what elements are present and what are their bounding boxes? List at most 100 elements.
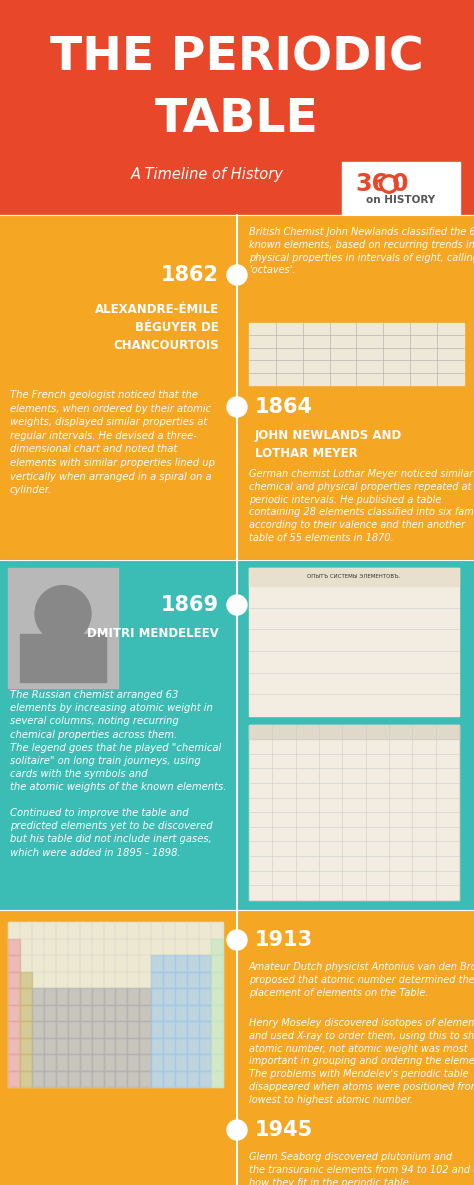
Bar xyxy=(56,988,68,1005)
Bar xyxy=(80,1038,91,1053)
Bar xyxy=(175,972,187,988)
Bar xyxy=(116,1053,128,1070)
Bar xyxy=(151,1038,163,1053)
Bar xyxy=(211,1005,223,1021)
Bar xyxy=(44,1070,56,1087)
Bar xyxy=(0,561,474,910)
Bar xyxy=(44,1038,56,1053)
Bar xyxy=(187,988,199,1005)
Bar xyxy=(56,1070,68,1087)
Bar xyxy=(151,1005,163,1021)
Bar xyxy=(163,1038,175,1053)
Bar xyxy=(80,1053,91,1070)
Bar xyxy=(8,922,223,1087)
Bar xyxy=(8,972,20,988)
Bar xyxy=(44,988,56,1005)
Bar xyxy=(163,1053,175,1070)
Bar xyxy=(139,1053,151,1070)
Bar xyxy=(8,1053,20,1070)
Bar xyxy=(0,0,474,214)
Bar xyxy=(32,1053,44,1070)
Bar xyxy=(199,1038,211,1053)
Text: 1945: 1945 xyxy=(255,1120,313,1140)
Bar xyxy=(139,1038,151,1053)
Bar xyxy=(8,1021,20,1038)
Bar xyxy=(187,1038,199,1053)
Bar xyxy=(44,1021,56,1038)
Circle shape xyxy=(227,1120,247,1140)
Bar xyxy=(175,988,187,1005)
Bar xyxy=(91,1038,103,1053)
Bar xyxy=(116,1021,128,1038)
Text: The French geologist noticed that the
elements, when ordered by their atomic
wei: The French geologist noticed that the el… xyxy=(10,390,215,495)
Bar xyxy=(20,972,32,988)
Circle shape xyxy=(227,265,247,286)
Circle shape xyxy=(227,397,247,417)
Bar xyxy=(103,1021,116,1038)
Bar xyxy=(116,1070,128,1087)
Bar xyxy=(20,1070,32,1087)
Bar xyxy=(211,955,223,972)
Bar xyxy=(151,1070,163,1087)
Bar xyxy=(187,972,199,988)
Text: ALEXANDRE-ÉMILE
BÉGUYER DE
CHANCOURTOIS: ALEXANDRE-ÉMILE BÉGUYER DE CHANCOURTOIS xyxy=(95,303,219,352)
Circle shape xyxy=(35,585,91,641)
Bar xyxy=(199,972,211,988)
Bar xyxy=(103,1005,116,1021)
Text: THE PERIODIC: THE PERIODIC xyxy=(50,36,424,81)
Bar xyxy=(163,972,175,988)
Bar xyxy=(91,1070,103,1087)
Bar xyxy=(91,1053,103,1070)
Circle shape xyxy=(383,178,395,190)
Bar xyxy=(211,939,223,955)
Bar xyxy=(116,988,128,1005)
Text: JOHN NEWLANDS AND
LOTHAR MEYER: JOHN NEWLANDS AND LOTHAR MEYER xyxy=(255,429,402,460)
Bar xyxy=(91,1021,103,1038)
Text: 1869: 1869 xyxy=(161,595,219,615)
Bar xyxy=(80,988,91,1005)
Bar xyxy=(32,1070,44,1087)
Text: The Russian chemist arranged 63
elements by increasing atomic weight in
several : The Russian chemist arranged 63 elements… xyxy=(10,690,227,793)
Bar xyxy=(211,1053,223,1070)
Bar xyxy=(199,1005,211,1021)
Bar xyxy=(249,324,464,385)
Bar xyxy=(8,1070,20,1087)
Bar xyxy=(44,1053,56,1070)
Bar xyxy=(20,634,106,683)
Bar xyxy=(8,955,20,972)
Bar xyxy=(68,1021,80,1038)
Bar xyxy=(249,568,459,587)
Bar xyxy=(175,1021,187,1038)
Bar xyxy=(56,1021,68,1038)
Bar xyxy=(128,1021,139,1038)
Bar xyxy=(187,955,199,972)
Bar xyxy=(342,162,460,214)
Bar xyxy=(211,1070,223,1087)
Bar xyxy=(80,1021,91,1038)
Bar xyxy=(80,1005,91,1021)
Bar xyxy=(249,568,459,716)
Bar xyxy=(163,1021,175,1038)
Bar xyxy=(8,988,20,1005)
Bar xyxy=(139,1021,151,1038)
Text: 1913: 1913 xyxy=(255,930,313,950)
Text: A Timeline of History: A Timeline of History xyxy=(130,167,283,182)
Bar xyxy=(151,1021,163,1038)
Bar xyxy=(68,1005,80,1021)
Bar xyxy=(44,1005,56,1021)
Bar xyxy=(68,988,80,1005)
Bar xyxy=(91,988,103,1005)
Bar xyxy=(211,988,223,1005)
Bar xyxy=(151,1053,163,1070)
Text: 36: 36 xyxy=(356,172,389,196)
Circle shape xyxy=(380,175,398,193)
Bar xyxy=(20,1053,32,1070)
Bar xyxy=(128,988,139,1005)
Bar xyxy=(199,1053,211,1070)
Text: ОПЫТЪ СИСТЕМЫ ЭЛЕМЕНТОВЪ.: ОПЫТЪ СИСТЕМЫ ЭЛЕМЕНТОВЪ. xyxy=(307,575,401,579)
Text: 1864: 1864 xyxy=(255,397,313,417)
Bar xyxy=(199,1021,211,1038)
Bar xyxy=(116,1038,128,1053)
Bar xyxy=(20,1005,32,1021)
Circle shape xyxy=(227,930,247,950)
